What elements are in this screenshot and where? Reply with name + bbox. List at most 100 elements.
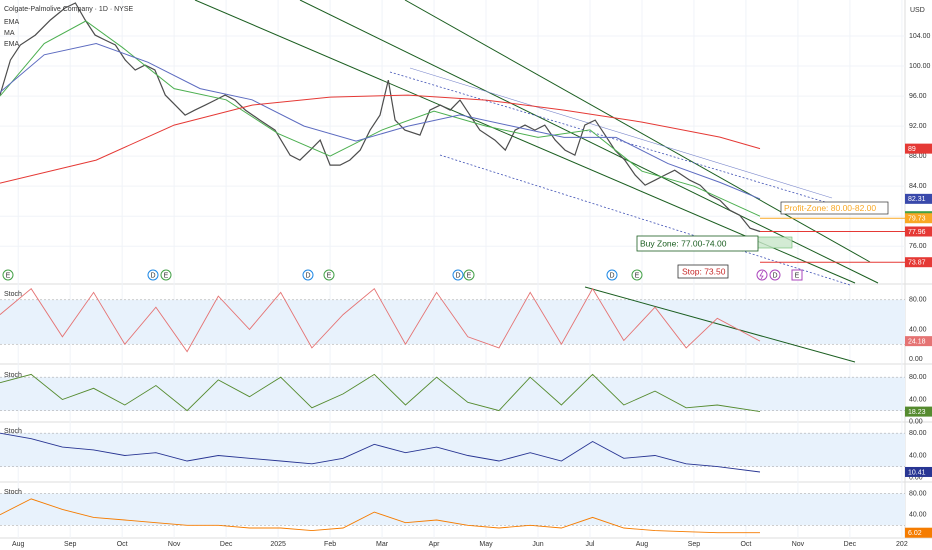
x-tick-label: Sep bbox=[688, 541, 701, 548]
price-tag bbox=[905, 193, 932, 204]
y-tick-label: 0.00 bbox=[909, 419, 923, 426]
price-tag-label: 89 bbox=[908, 146, 916, 153]
indicator-label: EMA bbox=[4, 19, 20, 26]
event-icon[interactable] bbox=[452, 269, 464, 281]
buy-zone-label: Buy Zone: 77.00-74.00 bbox=[640, 238, 727, 248]
y-tick-label: 96.00 bbox=[909, 93, 927, 100]
y-tick-label: 92.00 bbox=[909, 123, 927, 130]
event-label: E bbox=[6, 272, 11, 279]
value-tag bbox=[905, 527, 932, 538]
x-tick-label: Nov bbox=[168, 541, 181, 548]
event-label: E bbox=[467, 272, 472, 279]
panel-title: Stoch bbox=[4, 428, 22, 435]
oscillator-line bbox=[0, 287, 761, 353]
x-tick-label: Nov bbox=[792, 541, 805, 548]
x-tick-label: 202 bbox=[896, 541, 908, 548]
price-tag-label: 82.31 bbox=[908, 196, 926, 203]
x-tick-label: Dec bbox=[844, 541, 857, 548]
x-tick-label: Jul bbox=[586, 541, 595, 548]
oscillator-line bbox=[0, 373, 761, 413]
y-tick-label: 84.00 bbox=[909, 183, 927, 190]
y-tick-label: 88.00 bbox=[909, 153, 927, 160]
oscillator-line bbox=[0, 432, 761, 473]
channel-line bbox=[409, 67, 833, 199]
value-tag-label: 6.02 bbox=[908, 530, 922, 537]
x-tick-label: Oct bbox=[117, 541, 128, 548]
price-tag-label: 73.87 bbox=[908, 260, 926, 267]
y-tick-label: 40.00 bbox=[909, 326, 927, 333]
profit-box bbox=[780, 201, 889, 215]
channel-line bbox=[389, 71, 836, 206]
x-tick-label: Jun bbox=[532, 541, 543, 548]
x-tick-label: Aug bbox=[636, 541, 649, 548]
value-tag bbox=[905, 466, 932, 477]
x-tick-label: Mar bbox=[376, 541, 389, 548]
price-tag-label: 79.73 bbox=[908, 216, 926, 223]
panel-title: Stoch bbox=[4, 489, 22, 496]
event-icon[interactable] bbox=[302, 269, 314, 281]
value-tag bbox=[905, 336, 932, 347]
price-tag bbox=[905, 226, 932, 237]
event-label: E bbox=[795, 272, 800, 279]
y-tick-label: 0.00 bbox=[909, 356, 923, 363]
oscillator-line bbox=[0, 498, 760, 534]
price-tag bbox=[905, 257, 932, 268]
event-icon[interactable] bbox=[631, 269, 643, 281]
event-icon[interactable] bbox=[606, 269, 618, 281]
y-tick-label: 40.00 bbox=[909, 396, 927, 403]
events: E D E D E D E D E D E bbox=[2, 269, 803, 281]
event-icon[interactable] bbox=[791, 269, 803, 281]
symbol-title: Colgate-Palmolive Company · 1D · NYSE bbox=[4, 6, 133, 13]
dividend-icon bbox=[759, 270, 764, 280]
y-tick-label: 100.00 bbox=[909, 63, 931, 70]
price-line bbox=[0, 2, 761, 233]
value-tag-label: 24.18 bbox=[908, 338, 926, 345]
panel-title: Stoch bbox=[4, 291, 22, 298]
y-tick-label: 40.00 bbox=[909, 452, 927, 459]
x-tick-label: Feb bbox=[324, 541, 336, 548]
stop-box bbox=[677, 264, 729, 279]
y-tick-label: 40.00 bbox=[909, 512, 927, 519]
value-tag bbox=[905, 406, 932, 417]
indicator-label: EMA bbox=[4, 41, 20, 48]
event-label: E bbox=[164, 272, 169, 279]
y-tick-label: 80.00 bbox=[909, 374, 927, 381]
stop-label: Stop: 73.50 bbox=[682, 266, 726, 276]
value-tag-label: 18.23 bbox=[908, 409, 926, 416]
x-tick-label: Oct bbox=[740, 541, 751, 548]
y-tick-label: 0.00 bbox=[909, 475, 923, 482]
indicator-label: MA bbox=[4, 30, 15, 37]
event-label: E bbox=[635, 272, 640, 279]
y-tick-label: 80.00 bbox=[909, 297, 927, 304]
event-icon[interactable] bbox=[160, 269, 172, 281]
buy-box bbox=[636, 235, 759, 252]
price-line bbox=[0, 94, 761, 184]
price-tag-label: 77.96 bbox=[908, 229, 926, 236]
event-label: D bbox=[150, 272, 155, 279]
profit-zone-label: Profit-Zone: 80.00-82.00 bbox=[784, 203, 876, 213]
panel-title: Stoch bbox=[4, 372, 22, 379]
event-icon[interactable] bbox=[2, 269, 14, 281]
event-label: D bbox=[455, 272, 460, 279]
event-icon[interactable] bbox=[147, 269, 159, 281]
trendline bbox=[299, 0, 879, 284]
band bbox=[0, 493, 905, 526]
x-tick-label: Aug bbox=[12, 541, 25, 548]
event-icon[interactable] bbox=[769, 269, 781, 281]
band bbox=[0, 433, 905, 467]
y-tick-label: 80.00 bbox=[909, 490, 927, 497]
event-icon[interactable] bbox=[323, 269, 335, 281]
value-tag-label: 10.41 bbox=[908, 469, 926, 476]
x-tick-label: May bbox=[479, 541, 493, 548]
price-tag bbox=[905, 213, 932, 224]
event-label: D bbox=[305, 272, 310, 279]
event-icon[interactable] bbox=[756, 269, 768, 281]
price-line bbox=[0, 42, 761, 200]
x-tick-label: Apr bbox=[429, 541, 441, 548]
y-tick-label: 80.00 bbox=[909, 430, 927, 437]
band bbox=[0, 377, 905, 411]
event-icon[interactable] bbox=[463, 269, 475, 281]
